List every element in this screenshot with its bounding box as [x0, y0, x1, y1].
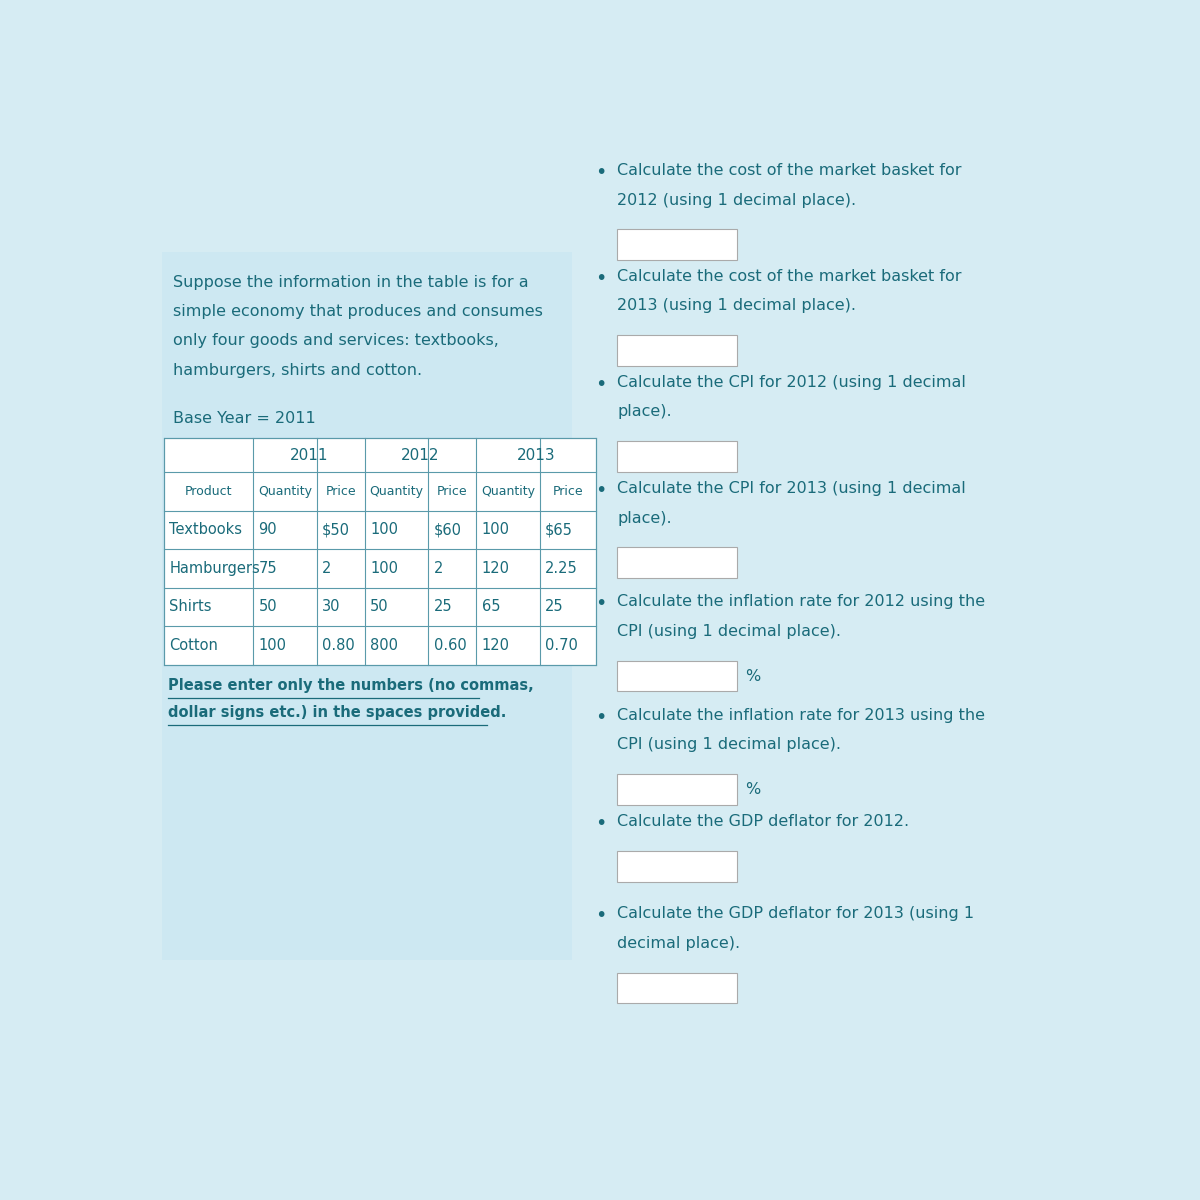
Text: Calculate the inflation rate for 2012 using the: Calculate the inflation rate for 2012 us…: [617, 594, 985, 610]
Text: Calculate the CPI for 2012 (using 1 decimal: Calculate the CPI for 2012 (using 1 deci…: [617, 374, 966, 390]
Text: place).: place).: [617, 404, 672, 419]
Text: 0.60: 0.60: [433, 637, 467, 653]
Text: CPI (using 1 decimal place).: CPI (using 1 decimal place).: [617, 737, 841, 752]
FancyBboxPatch shape: [617, 774, 738, 805]
Text: decimal place).: decimal place).: [617, 936, 740, 950]
Text: •: •: [595, 481, 607, 500]
FancyBboxPatch shape: [617, 661, 738, 691]
Text: 25: 25: [433, 599, 452, 614]
Text: Calculate the GDP deflator for 2013 (using 1: Calculate the GDP deflator for 2013 (usi…: [617, 906, 974, 922]
Text: 25: 25: [545, 599, 564, 614]
Text: 2013: 2013: [517, 448, 556, 462]
Text: Price: Price: [552, 485, 583, 498]
Text: Shirts: Shirts: [169, 599, 212, 614]
Text: %: %: [745, 781, 761, 797]
Text: Calculate the cost of the market basket for: Calculate the cost of the market basket …: [617, 163, 962, 179]
Text: Calculate the CPI for 2013 (using 1 decimal: Calculate the CPI for 2013 (using 1 deci…: [617, 481, 966, 497]
Text: $50: $50: [322, 522, 350, 538]
Text: 2011: 2011: [289, 448, 328, 462]
Text: 0.80: 0.80: [322, 637, 355, 653]
Text: •: •: [595, 814, 607, 833]
Text: Product: Product: [185, 485, 233, 498]
Text: 50: 50: [258, 599, 277, 614]
FancyBboxPatch shape: [162, 252, 572, 960]
Text: 50: 50: [370, 599, 389, 614]
FancyBboxPatch shape: [164, 438, 595, 665]
Text: Please enter only the numbers (no commas,: Please enter only the numbers (no commas…: [168, 678, 534, 694]
Text: 2: 2: [433, 560, 443, 576]
Text: $65: $65: [545, 522, 574, 538]
Text: CPI (using 1 decimal place).: CPI (using 1 decimal place).: [617, 624, 841, 638]
Text: 0.70: 0.70: [545, 637, 578, 653]
Text: 2012: 2012: [401, 448, 439, 462]
FancyBboxPatch shape: [617, 442, 738, 472]
Text: 120: 120: [481, 637, 510, 653]
Text: Price: Price: [325, 485, 356, 498]
Text: 100: 100: [370, 560, 398, 576]
Text: Calculate the cost of the market basket for: Calculate the cost of the market basket …: [617, 269, 962, 283]
Text: Base Year = 2011: Base Year = 2011: [173, 412, 316, 426]
Text: •: •: [595, 708, 607, 727]
Text: •: •: [595, 594, 607, 613]
Text: •: •: [595, 906, 607, 925]
FancyBboxPatch shape: [617, 972, 738, 1003]
Text: 30: 30: [322, 599, 341, 614]
Text: $60: $60: [433, 522, 462, 538]
Text: only four goods and services: textbooks,: only four goods and services: textbooks,: [173, 334, 499, 348]
Text: %: %: [745, 668, 761, 684]
Text: 2: 2: [322, 560, 331, 576]
Text: •: •: [595, 163, 607, 182]
Text: 2012 (using 1 decimal place).: 2012 (using 1 decimal place).: [617, 192, 857, 208]
Text: simple economy that produces and consumes: simple economy that produces and consume…: [173, 304, 544, 319]
FancyBboxPatch shape: [617, 229, 738, 260]
Text: 2013 (using 1 decimal place).: 2013 (using 1 decimal place).: [617, 298, 857, 313]
Text: •: •: [595, 374, 607, 394]
Text: Quantity: Quantity: [370, 485, 424, 498]
Text: 800: 800: [370, 637, 398, 653]
Text: 120: 120: [481, 560, 510, 576]
FancyBboxPatch shape: [617, 335, 738, 366]
Text: Hamburgers: Hamburgers: [169, 560, 260, 576]
Text: Suppose the information in the table is for a: Suppose the information in the table is …: [173, 275, 529, 290]
Text: 100: 100: [481, 522, 510, 538]
Text: Quantity: Quantity: [258, 485, 312, 498]
Text: Price: Price: [437, 485, 468, 498]
Text: hamburgers, shirts and cotton.: hamburgers, shirts and cotton.: [173, 362, 422, 378]
Text: Calculate the GDP deflator for 2012.: Calculate the GDP deflator for 2012.: [617, 814, 910, 829]
Text: Calculate the inflation rate for 2013 using the: Calculate the inflation rate for 2013 us…: [617, 708, 985, 722]
Text: 100: 100: [258, 637, 287, 653]
Text: Quantity: Quantity: [481, 485, 535, 498]
Text: Cotton: Cotton: [169, 637, 218, 653]
Text: 75: 75: [258, 560, 277, 576]
Text: dollar signs etc.) in the spaces provided.: dollar signs etc.) in the spaces provide…: [168, 704, 506, 720]
Text: 65: 65: [481, 599, 500, 614]
Text: •: •: [595, 269, 607, 288]
FancyBboxPatch shape: [617, 547, 738, 578]
Text: 100: 100: [370, 522, 398, 538]
Text: Textbooks: Textbooks: [169, 522, 242, 538]
FancyBboxPatch shape: [617, 851, 738, 882]
Text: 90: 90: [258, 522, 277, 538]
Text: place).: place).: [617, 510, 672, 526]
Text: 2.25: 2.25: [545, 560, 578, 576]
